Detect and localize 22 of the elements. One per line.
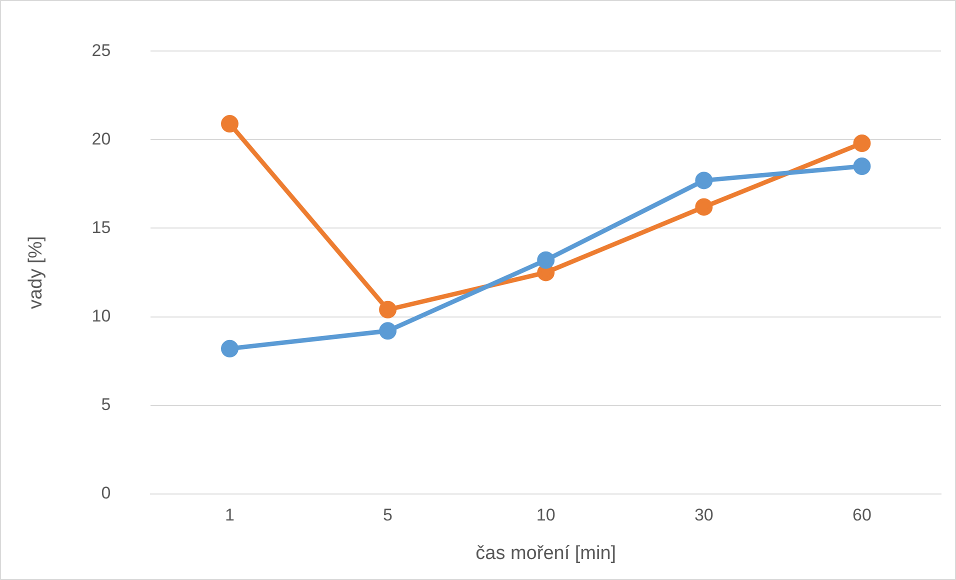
point xyxy=(695,198,713,216)
x-tick-label: 60 xyxy=(852,506,872,525)
y-tick-label: 15 xyxy=(92,218,111,237)
x-tick-label: 1 xyxy=(225,506,234,525)
y-tick-label: 20 xyxy=(92,129,111,148)
x-axis-title: čas moření [min] xyxy=(476,542,616,564)
x-tick-label: 5 xyxy=(383,506,393,525)
point xyxy=(379,322,397,340)
point xyxy=(537,251,555,269)
y-tick-label: 0 xyxy=(101,483,111,502)
point xyxy=(695,172,713,190)
y-tick-label: 10 xyxy=(92,306,111,326)
point xyxy=(220,115,238,133)
x-tick-label: 30 xyxy=(694,506,714,525)
point xyxy=(853,158,871,176)
y-axis-title: vady [%] xyxy=(26,236,47,309)
point xyxy=(853,134,871,152)
y-tick-label: 25 xyxy=(92,40,111,60)
y-tick-label: 5 xyxy=(101,394,111,414)
point xyxy=(379,300,397,318)
point xyxy=(220,340,238,358)
x-tick-label: 10 xyxy=(536,506,556,525)
